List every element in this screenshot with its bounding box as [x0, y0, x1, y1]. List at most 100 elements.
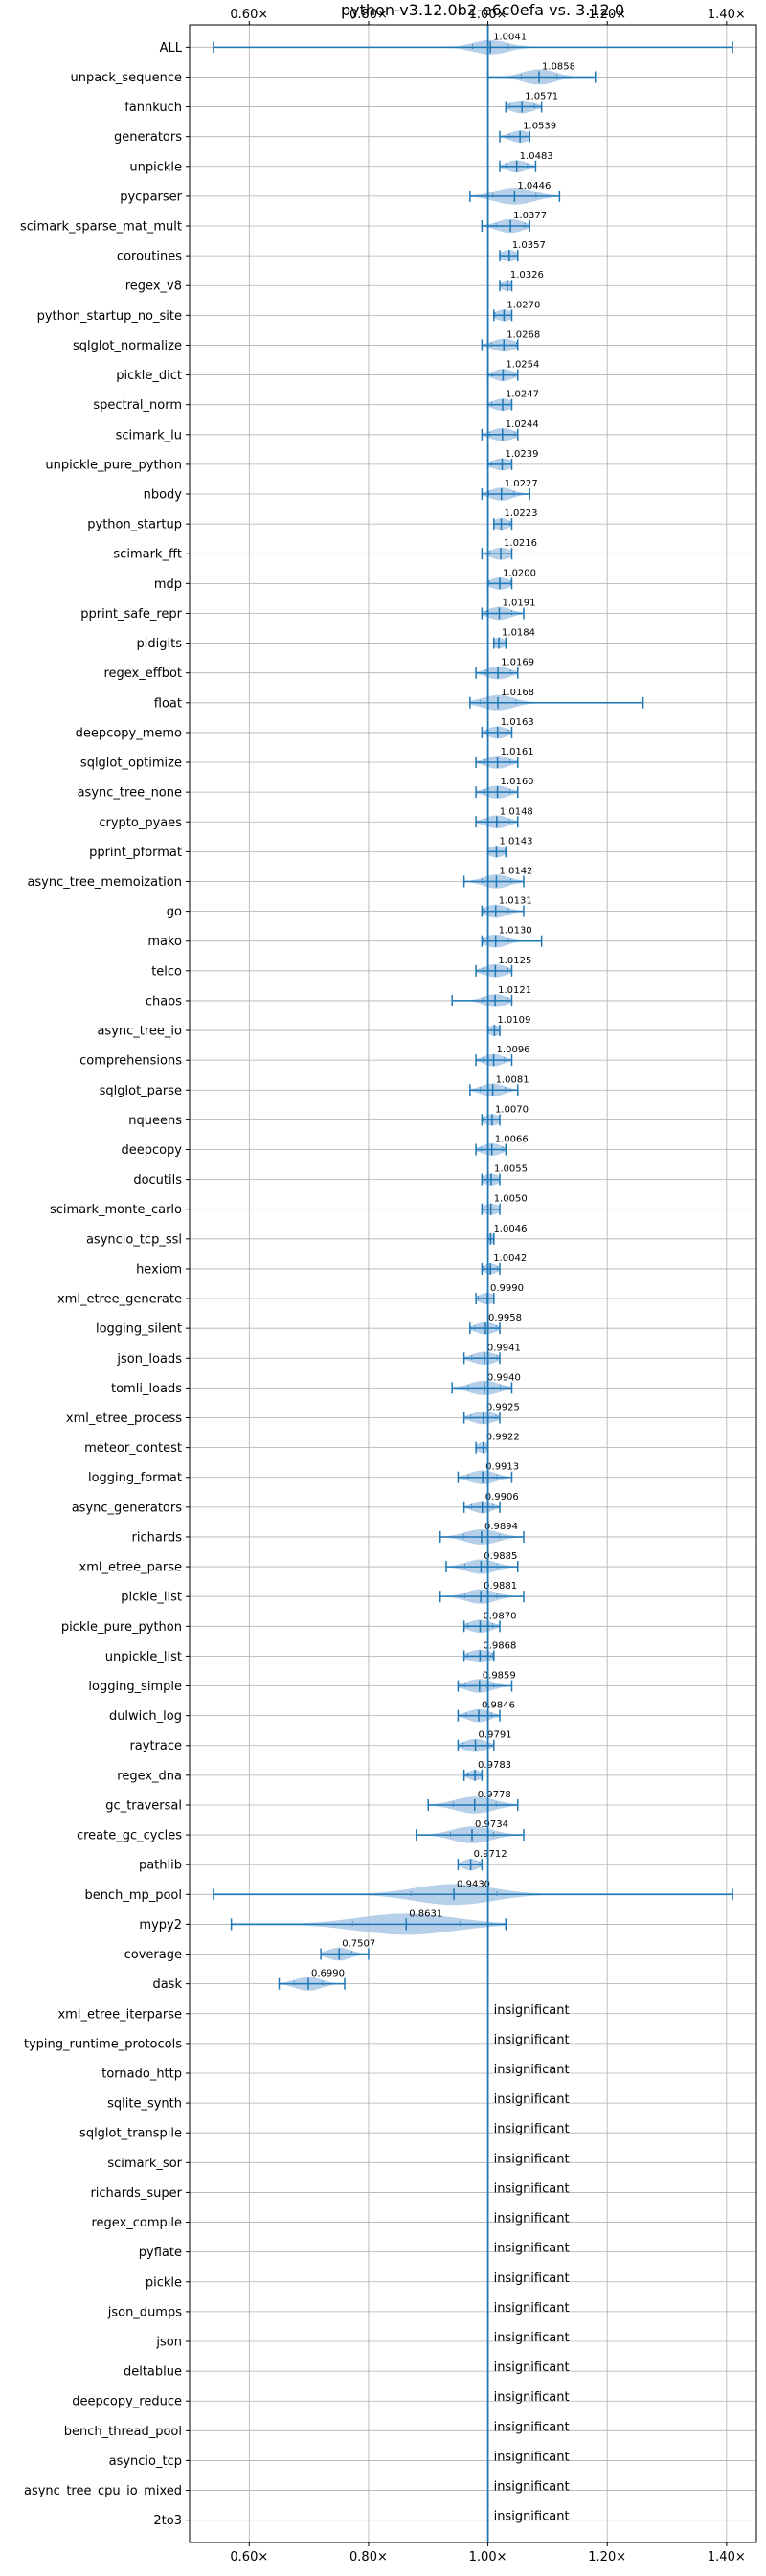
value-label: 1.0130: [499, 926, 532, 937]
insignificant-label: insignificant: [494, 2152, 570, 2166]
value-label: 0.9925: [486, 1403, 520, 1413]
insignificant-label: insignificant: [494, 2063, 570, 2077]
insignificant-label: insignificant: [494, 2212, 570, 2226]
value-label: 0.7507: [342, 1939, 375, 1950]
benchmark-label: unpickle: [129, 160, 182, 174]
value-label: 1.0070: [495, 1104, 529, 1115]
value-label: 1.0109: [497, 1015, 530, 1026]
x-axis-top: 0.60× 0.80× 1.00× 1.20× 1.40×: [230, 8, 746, 25]
benchmark-label: xml_etree_generate: [57, 1293, 182, 1307]
benchmark-label: json: [155, 2335, 182, 2349]
insignificant-label: insignificant: [494, 2181, 570, 2196]
value-label: 1.0163: [501, 717, 534, 728]
benchmark-label: python_startup_no_site: [37, 309, 182, 324]
benchmark-label: mako: [147, 935, 182, 949]
value-label: 0.9712: [474, 1849, 507, 1860]
value-label: 0.9778: [478, 1790, 511, 1800]
value-label: 1.0050: [494, 1194, 528, 1205]
benchmark-label: scimark_sor: [107, 2157, 182, 2171]
insignificant-label: insignificant: [494, 2122, 570, 2136]
value-label: 1.0254: [506, 360, 539, 371]
benchmark-label: pathlib: [139, 1859, 182, 1873]
insignificant-label: insignificant: [494, 2480, 570, 2495]
value-label: 1.0223: [504, 508, 537, 519]
value-label: 1.0483: [520, 151, 553, 162]
value-label: 1.0125: [498, 956, 531, 966]
x-tick-label-bottom: 0.80×: [349, 2550, 388, 2565]
benchmark-label: async_generators: [72, 1501, 183, 1515]
benchmark-label: typing_runtime_protocols: [24, 2037, 182, 2051]
benchmark-label: sqlglot_parse: [100, 1084, 182, 1098]
grid-layer: [190, 25, 756, 2542]
value-label: 1.0142: [499, 866, 532, 876]
benchmark-label: unpickle_list: [105, 1650, 182, 1664]
value-label: 1.0239: [505, 449, 538, 460]
value-label: 1.0268: [507, 329, 540, 340]
benchmark-label: coroutines: [117, 250, 182, 264]
benchmark-label: sqlglot_normalize: [73, 339, 182, 353]
benchmark-label: json_loads: [116, 1352, 182, 1367]
benchmark-label: unpickle_pure_python: [45, 458, 182, 472]
insignificant-label: insignificant: [494, 2510, 570, 2524]
value-label: 0.9791: [479, 1730, 512, 1741]
benchmark-label: tomli_loads: [111, 1382, 182, 1396]
benchmark-label: comprehensions: [79, 1054, 182, 1069]
value-label: 0.9922: [486, 1433, 520, 1443]
benchmark-label: coverage: [124, 1948, 182, 1962]
value-label: 0.8631: [409, 1909, 442, 1919]
benchmark-label: logging_silent: [96, 1322, 182, 1337]
value-label: 1.0041: [493, 32, 527, 42]
value-label: 0.6990: [311, 1969, 345, 1979]
benchmark-label: async_tree_memoization: [27, 875, 182, 890]
value-label: 1.0446: [517, 181, 551, 192]
benchmark-label: xml_etree_iterparse: [57, 2007, 182, 2022]
benchmark-label: pidigits: [137, 637, 183, 651]
benchmark-label: nbody: [144, 488, 183, 503]
benchmark-label: mypy2: [139, 1918, 182, 1932]
benchmark-label: 2to3: [153, 2514, 182, 2528]
benchmark-label: pycparser: [120, 190, 182, 204]
x-tick-label-top: 1.20×: [588, 8, 626, 22]
value-label: 1.0042: [493, 1254, 527, 1264]
x-tick-label-bottom: 0.60×: [230, 2550, 268, 2565]
benchmark-label: mdp: [154, 577, 182, 592]
value-label: 0.9958: [488, 1313, 522, 1323]
benchmark-label: regex_v8: [125, 280, 182, 294]
mark-layer: 1.0041 1.0858 1.0571 1.0539 1.0483 1.0446 1.03…: [213, 25, 733, 2542]
benchmark-label: create_gc_cycles: [77, 1829, 182, 1843]
benchmark-label: logging_simple: [88, 1680, 182, 1694]
benchmark-label: pprint_safe_repr: [80, 607, 182, 621]
benchmark-label: dask: [152, 1977, 182, 1992]
value-label: 1.0326: [510, 270, 544, 281]
benchmark-label: hexiom: [136, 1262, 182, 1277]
value-label: 1.0191: [502, 598, 535, 608]
benchmark-label: dulwich_log: [109, 1709, 182, 1724]
benchmark-label: python_startup: [87, 518, 182, 532]
value-label: 1.0066: [495, 1134, 529, 1144]
benchmark-label: deltablue: [124, 2365, 182, 2380]
insignificant-label: insignificant: [494, 2450, 570, 2464]
insignificant-label: insignificant: [494, 2003, 570, 2018]
value-label: 1.0571: [525, 92, 558, 102]
value-label: 1.0227: [505, 479, 538, 489]
benchmark-label: docutils: [133, 1173, 182, 1187]
value-label: 0.9734: [475, 1819, 508, 1830]
benchmark-label: pickle_dict: [116, 369, 182, 383]
x-tick-label-top: 0.60×: [230, 8, 268, 22]
plot-frame: [189, 24, 757, 2543]
insignificant-label: insignificant: [494, 2301, 570, 2316]
violin-layer: [213, 39, 733, 1991]
benchmark-label: chaos: [146, 994, 182, 1008]
value-label: 0.9913: [485, 1462, 519, 1473]
benchmark-label: json_dumps: [107, 2305, 182, 2319]
benchmark-label: scimark_sparse_mat_mult: [20, 220, 182, 235]
value-label: 1.0270: [507, 300, 540, 310]
benchmark-label: gc_traversal: [105, 1798, 182, 1813]
value-label: 1.0539: [523, 122, 556, 132]
value-label: 1.0247: [506, 390, 539, 400]
value-label: 0.9940: [487, 1372, 521, 1383]
benchmark-label: go: [167, 905, 182, 919]
benchmark-label: deepcopy: [121, 1143, 182, 1158]
value-label: 1.0357: [512, 240, 546, 251]
